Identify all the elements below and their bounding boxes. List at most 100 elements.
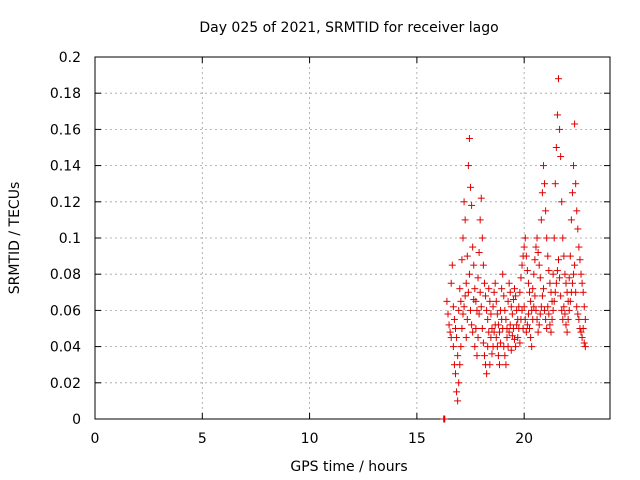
data-point [475, 310, 483, 318]
data-point [503, 325, 511, 332]
data-point [519, 325, 527, 332]
data-point [573, 303, 581, 311]
data-point [504, 343, 512, 351]
data-point [524, 310, 532, 318]
data-point [452, 325, 459, 332]
data-point [522, 328, 530, 336]
data-point [579, 325, 587, 332]
data-point [570, 270, 578, 278]
data-point [542, 315, 550, 323]
x-tick-label: 15 [408, 431, 426, 447]
data-point [505, 328, 513, 336]
data-point [532, 306, 540, 314]
data-point [526, 288, 534, 296]
data-point [523, 321, 531, 329]
data-point [528, 343, 536, 351]
data-point [580, 339, 588, 347]
data-point [566, 297, 574, 305]
data-point [471, 285, 479, 293]
data-point [538, 189, 546, 197]
data-point [480, 352, 488, 360]
data-point [505, 279, 513, 287]
data-points [440, 75, 589, 423]
data-point [549, 270, 557, 278]
y-tick-label: 0.1 [59, 231, 81, 247]
data-point [552, 144, 560, 151]
data-point [492, 334, 500, 342]
data-point [500, 292, 508, 300]
data-point [497, 339, 505, 347]
data-point [544, 303, 552, 311]
data-point [449, 303, 457, 311]
data-point [469, 243, 477, 251]
data-point [572, 180, 580, 188]
data-point [572, 288, 580, 296]
data-point [518, 261, 526, 269]
grid [95, 57, 610, 419]
data-point [455, 306, 463, 314]
data-point [577, 270, 585, 278]
y-tick-label: 0.18 [50, 86, 81, 102]
data-point [457, 343, 465, 351]
data-point [458, 256, 466, 264]
data-point [511, 335, 519, 343]
data-point [575, 315, 583, 323]
y-tick-label: 0.16 [50, 122, 81, 138]
data-point [537, 216, 545, 224]
data-point [564, 315, 572, 323]
data-point [576, 256, 584, 264]
data-point [452, 370, 459, 378]
data-point [461, 216, 469, 224]
data-point [444, 310, 452, 318]
data-point [465, 134, 473, 142]
data-point [558, 198, 566, 206]
data-point [507, 303, 515, 311]
data-point [502, 361, 510, 369]
data-point [578, 279, 586, 287]
data-point [560, 303, 568, 311]
data-point [557, 292, 565, 300]
data-point [551, 180, 559, 188]
data-point [522, 252, 530, 260]
data-point [487, 310, 495, 318]
data-point [571, 261, 579, 269]
data-point [488, 325, 496, 332]
data-point [534, 248, 542, 256]
data-point [542, 207, 550, 215]
data-point [455, 379, 463, 387]
data-point [464, 162, 472, 170]
data-point [461, 292, 469, 300]
data-point [468, 321, 476, 329]
data-point [527, 334, 535, 342]
data-point [568, 279, 576, 287]
data-point [571, 120, 579, 128]
data-point [560, 252, 568, 260]
data-point [516, 288, 524, 296]
data-point [518, 306, 526, 314]
data-point [513, 321, 521, 329]
data-point [445, 321, 453, 329]
data-point [473, 306, 481, 314]
data-point [536, 310, 544, 318]
data-point [486, 361, 494, 369]
data-point [456, 285, 464, 293]
data-point [467, 183, 475, 191]
data-point [551, 288, 559, 296]
data-point [530, 270, 538, 278]
plot-frame [94, 56, 611, 420]
data-point [521, 234, 529, 242]
data-point [459, 234, 467, 242]
data-point [559, 234, 567, 242]
data-point [476, 216, 484, 224]
data-point [474, 274, 482, 282]
data-point [517, 274, 525, 282]
data-point [486, 297, 494, 305]
data-point [537, 303, 545, 311]
data-point [454, 397, 462, 405]
data-point [453, 388, 461, 396]
data-point [503, 334, 511, 342]
data-point [557, 153, 565, 161]
data-point [563, 328, 571, 336]
data-point [574, 310, 582, 318]
data-point [581, 343, 589, 351]
